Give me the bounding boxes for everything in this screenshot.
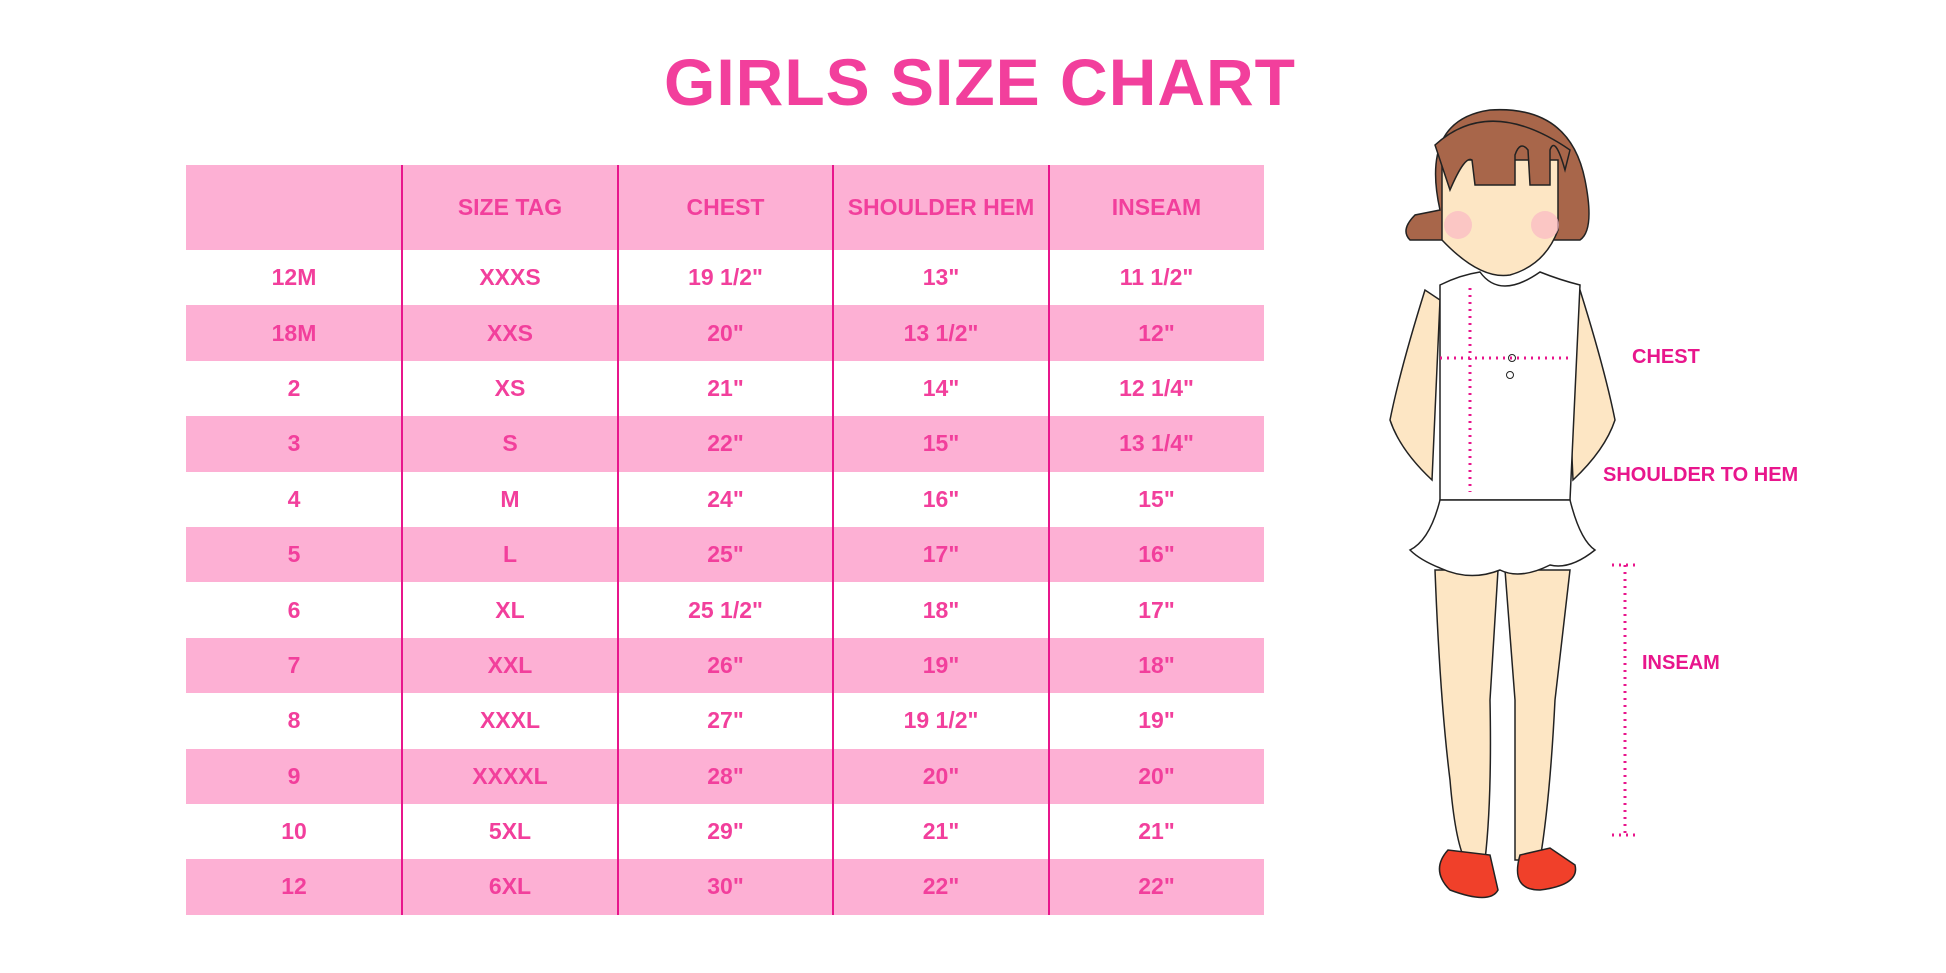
table-cell: 19" (922, 651, 960, 678)
table-cell: 15" (1138, 485, 1175, 512)
table-cell: XS (494, 374, 526, 401)
table-cell: 19" (1138, 707, 1175, 734)
table-cell: 7 (287, 651, 301, 678)
table-cell: 12 (281, 873, 307, 900)
table-cell: M (500, 485, 520, 512)
table-cell: 20" (922, 762, 960, 789)
page-title: GIRLS SIZE CHART (663, 45, 1296, 119)
table-cell: 19 1/2" (688, 264, 763, 291)
table-cell: 5XL (488, 818, 532, 845)
table-header-row: SIZE TAG CHEST SHOULDER HEM INSEAM (186, 165, 1264, 250)
table-row: 6 XL 25 1/2" 18" 17" (186, 582, 1264, 637)
shoe-shape (1438, 849, 1499, 899)
table-cell: 18" (1138, 651, 1175, 678)
table-cell: 22" (707, 430, 744, 457)
table-cell: 2 (287, 374, 301, 401)
face-shape (1441, 159, 1559, 277)
column-divider (401, 165, 403, 915)
table-cell: 15" (922, 430, 960, 457)
column-divider (832, 165, 834, 915)
table-row: 5 L 25" 17" 16" (186, 526, 1264, 583)
table-cell: 8 (287, 707, 301, 734)
table-cell: XXS (486, 319, 534, 346)
column-divider (617, 165, 619, 915)
table-row: 7 XXL 26" 19" 18" (186, 637, 1264, 694)
table-cell: 16" (922, 485, 960, 512)
table-cell: 21" (707, 374, 744, 401)
size-table: SIZE TAG CHEST SHOULDER HEM INSEAM 12M XX… (186, 165, 1264, 915)
table-cell: 16" (1138, 541, 1175, 568)
table-cell: 21" (922, 818, 960, 845)
table-cell: 26" (707, 651, 744, 678)
table-cell: 20" (707, 319, 744, 346)
table-row: 4 M 24" 16" 15" (186, 472, 1264, 527)
table-cell: 22" (922, 873, 960, 900)
table-cell: 14" (922, 374, 960, 401)
header-cell: SIZE TAG (457, 194, 563, 220)
table-cell: 13 1/2" (903, 319, 979, 346)
table-cell: 28" (707, 762, 744, 789)
girl-illustration (1389, 108, 1638, 899)
table-cell: 19 1/2" (903, 707, 979, 734)
table-cell: 12 1/4" (1119, 374, 1194, 401)
table-cell: XXXL (479, 707, 541, 734)
table-cell: 18M (271, 319, 317, 346)
table-cell: XXL (487, 651, 533, 678)
table-row: 12M XXXS 19 1/2" 13" 11 1/2" (186, 250, 1264, 305)
inseam-label: INSEAM (1642, 652, 1720, 674)
table-cell: 5 (287, 541, 301, 568)
table-cell: 27" (707, 707, 744, 734)
table-cell: 3 (287, 430, 301, 457)
table-cell: XL (495, 596, 525, 623)
table-cell: L (502, 541, 518, 568)
header-cell: INSEAM (1111, 194, 1202, 220)
table-cell: 17" (922, 541, 960, 568)
table-row: 18M XXS 20" 13 1/2" 12" (186, 305, 1264, 361)
table-cell: 10 (281, 818, 307, 845)
table-cell: 20" (1138, 762, 1175, 789)
table-cell: 13 1/4" (1119, 430, 1194, 457)
table-cell: 13" (922, 264, 960, 291)
table-cell: XXXS (479, 264, 541, 291)
shoulder-to-hem-label: SHOULDER TO HEM (1603, 464, 1799, 486)
table-cell: 17" (1138, 596, 1175, 623)
chest-label: CHEST (1632, 346, 1700, 368)
table-cell: 29" (707, 818, 744, 845)
table-row: 2 XS 21" 14" 12 1/4" (186, 361, 1264, 416)
table-cell: 9 (287, 762, 301, 789)
table-cell: S (502, 430, 518, 457)
table-row: 10 5XL 29" 21" 21" (186, 804, 1264, 859)
table-cell: 11 1/2" (1119, 264, 1194, 291)
column-divider (1048, 165, 1050, 915)
table-cell: 25" (707, 541, 744, 568)
table-cell: 24" (707, 485, 744, 512)
shirt-shape (1439, 271, 1581, 501)
table-cell: 30" (707, 873, 744, 900)
table-cell: 25 1/2" (688, 596, 763, 623)
table-row: 8 XXXL 27" 19 1/2" 19" (186, 693, 1264, 748)
table-row: 12 6XL 30" 22" 22" (186, 859, 1264, 915)
table-cell: 12M (271, 264, 317, 291)
table-cell: 12" (1138, 319, 1175, 346)
table-cell: 6XL (488, 873, 532, 900)
table-cell: 6 (287, 596, 301, 623)
header-cell: CHEST (686, 194, 765, 220)
table-cell: 4 (287, 485, 301, 512)
table-cell: 22" (1138, 873, 1175, 900)
header-cell: SHOULDER HEM (847, 194, 1035, 220)
table-cell: 18" (922, 596, 960, 623)
table-cell: 21" (1138, 818, 1175, 845)
table-row: 3 S 22" 15" 13 1/4" (186, 416, 1264, 472)
table-cell: XXXXL (472, 762, 548, 789)
table-row: 9 XXXXL 28" 20" 20" (186, 748, 1264, 804)
